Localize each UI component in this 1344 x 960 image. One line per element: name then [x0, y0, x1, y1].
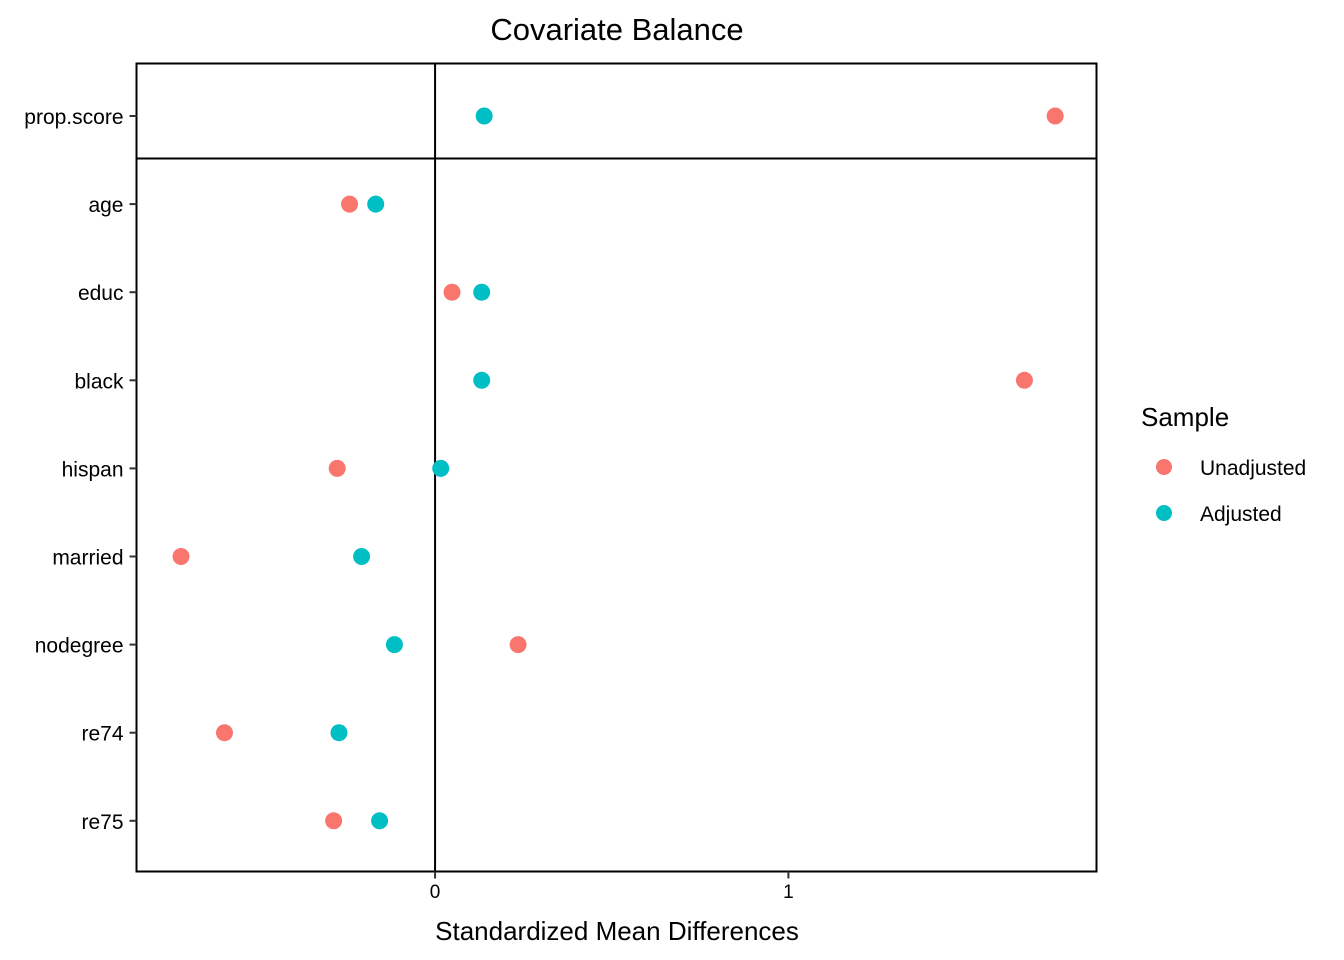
y-tick-label: black [74, 370, 124, 393]
x-axis-label: Standardized Mean Differences [435, 916, 799, 946]
point-unadjusted-re74 [215, 724, 233, 742]
y-tick-label: educ [78, 282, 124, 305]
legend-key-unadjusted [1156, 459, 1172, 475]
point-unadjusted-re75 [325, 812, 343, 830]
point-adjusted-re74 [330, 724, 348, 742]
point-unadjusted-nodegree [509, 636, 527, 654]
point-adjusted-married [353, 548, 371, 565]
legend-title: Sample [1141, 402, 1229, 432]
point-adjusted-nodegree [385, 636, 403, 654]
point-adjusted-educ [473, 283, 491, 301]
y-tick-label: re74 [81, 723, 123, 746]
legend: Sample Unadjusted Adjusted [1141, 402, 1306, 526]
point-adjusted-re75 [371, 812, 389, 830]
legend-label-unadjusted: Unadjusted [1200, 457, 1306, 480]
legend-label-adjusted: Adjusted [1200, 503, 1282, 526]
point-unadjusted-age [341, 195, 359, 213]
point-adjusted-age [367, 195, 385, 213]
legend-key-adjusted [1156, 505, 1172, 521]
plot-panel [135, 62, 1098, 873]
y-tick-label: re75 [81, 811, 123, 834]
point-adjusted-prop-score [475, 107, 493, 125]
point-unadjusted-educ [443, 283, 461, 301]
y-tick-label: prop.score [24, 106, 123, 129]
y-tick-label: hispan [62, 458, 124, 481]
point-unadjusted-black [1015, 371, 1033, 389]
chart-title: Covariate Balance [490, 12, 743, 47]
point-unadjusted-prop-score [1046, 107, 1064, 125]
point-unadjusted-hispan [328, 459, 346, 477]
y-axis: prop.score age educ black hispan married nodeg… [24, 106, 137, 834]
y-tick-label: nodegree [35, 635, 124, 658]
point-adjusted-black [473, 371, 491, 389]
point-adjusted-hispan [432, 459, 450, 477]
point-unadjusted-married [172, 548, 190, 565]
x-tick-label: 0 [430, 882, 441, 903]
y-tick-label: age [88, 194, 123, 217]
x-tick-label: 1 [783, 882, 794, 903]
data-points [172, 107, 1064, 830]
y-tick-label: married [52, 547, 123, 570]
